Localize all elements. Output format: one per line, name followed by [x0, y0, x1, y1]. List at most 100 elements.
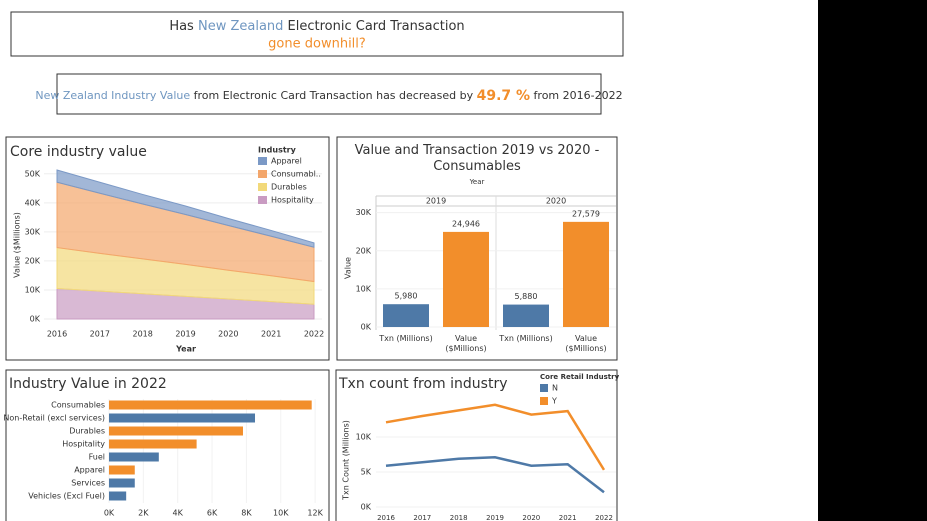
legend-label: Y [551, 397, 557, 406]
y-tick-label: Services [71, 479, 105, 488]
x-tick-label: 2018 [450, 514, 468, 521]
x-tick-label: 2016 [377, 514, 395, 521]
y-tick-label: 30K [356, 208, 372, 217]
y-tick-label: 10K [356, 284, 372, 293]
legend-label: Hospitality [271, 196, 314, 205]
x-axis-title: Year [175, 345, 196, 354]
legend-label: Apparel [271, 157, 302, 166]
bar [109, 465, 135, 475]
x-tick-label: 2K [138, 509, 149, 518]
x-tick-label: Value ($Millions) [565, 334, 607, 353]
legend-swatch [540, 384, 548, 392]
x-tick-label: Txn (Millions) [379, 334, 433, 343]
x-tick-label: 2019 [175, 330, 195, 339]
title-text: New Zealand [198, 19, 283, 34]
y-tick-label: 0K [30, 315, 41, 324]
x-tick-label: 2019 [486, 514, 504, 521]
legend-label: Durables [271, 183, 307, 192]
x-tick-label: 8K [241, 509, 252, 518]
x-tick-label: 2017 [413, 514, 431, 521]
facet-label: 2019 [426, 197, 446, 206]
value-label: 5,980 [395, 292, 418, 301]
y-tick-label: Hospitality [62, 440, 105, 449]
panel [335, 369, 618, 521]
x-tick-label: 4K [173, 509, 184, 518]
x-tick-label: 2017 [90, 330, 110, 339]
bar [109, 439, 197, 449]
facet-title: Year [469, 178, 485, 186]
y-axis-title: Value ($Millions) [13, 212, 22, 278]
x-tick-label-box: Value ($Millions) [565, 334, 607, 353]
x-tick-label: 2022 [304, 330, 324, 339]
x-tick-label: 10K [273, 509, 289, 518]
x-tick-label: 2020 [218, 330, 238, 339]
y-tick-label: 20K [25, 256, 41, 265]
summary-box [56, 73, 602, 115]
bar [503, 304, 549, 327]
title-line2: gone downhill? [268, 37, 366, 52]
legend-swatch [258, 196, 267, 204]
y-tick-label: 10K [25, 285, 41, 294]
legend-label: N [552, 384, 558, 393]
y-tick-label: 40K [25, 198, 41, 207]
y-tick-label: Fuel [89, 453, 105, 462]
chart-title: Core industry value [10, 144, 147, 160]
title: Has New Zealand Electronic Card Transact… [169, 19, 464, 34]
bar [443, 231, 489, 327]
y-axis-title: Txn Count (Millions) [342, 420, 351, 501]
line [385, 456, 605, 494]
bar [383, 304, 429, 327]
y-axis-title: Value [344, 257, 353, 279]
bar [563, 221, 609, 327]
title-text: Electronic Card Transaction [288, 19, 465, 34]
y-tick-label: 50K [25, 169, 41, 178]
y-tick-label: 0K [361, 323, 372, 332]
x-tick-label: 2021 [261, 330, 281, 339]
y-tick-label: 30K [25, 227, 41, 236]
summary-highlight: 49.7 % [477, 88, 530, 104]
x-tick-label: 12K [307, 509, 323, 518]
legend-swatch [540, 397, 548, 405]
y-tick-label: 20K [356, 246, 372, 255]
y-tick-label: Apparel [74, 466, 105, 475]
x-tick-label: Value ($Millions) [445, 334, 487, 353]
area [56, 169, 315, 248]
value-label: 24,946 [452, 219, 480, 228]
y-tick-label: 10K [356, 433, 372, 442]
x-tick-label: 2021 [559, 514, 577, 521]
x-tick-label-box: Value ($Millions) [445, 334, 487, 353]
legend-swatch [258, 170, 267, 178]
legend-label: Consumabl.. [271, 170, 321, 179]
title-text: Has [169, 19, 194, 34]
x-tick-label: 2022 [595, 514, 613, 521]
legend-swatch [258, 183, 267, 191]
x-tick-label: 2018 [132, 330, 152, 339]
bar [109, 426, 243, 436]
x-tick-label: 6K [207, 509, 218, 518]
bar [109, 400, 312, 410]
bar [109, 452, 159, 462]
x-tick-label: Txn (Millions) [499, 334, 553, 343]
bar [109, 491, 127, 501]
summary-text: from Electronic Card Transaction has dec… [194, 89, 474, 102]
chart-title-box: Value and Transaction 2019 vs 2020 - Con… [354, 143, 600, 175]
y-tick-label: 5K [361, 468, 372, 477]
side-panel [818, 0, 927, 521]
legend-title: Core Retail Industry [540, 373, 620, 381]
bar [109, 478, 135, 488]
y-tick-label: 0K [361, 503, 372, 512]
legend-title: Industry [258, 146, 297, 155]
y-tick-label: Non-Retail (excl services) [3, 414, 105, 423]
y-tick-label: Consumables [51, 401, 105, 410]
value-label: 27,579 [572, 209, 600, 218]
x-tick-label-box: Txn (Millions) [499, 334, 553, 343]
chart-title: Value and Transaction 2019 vs 2020 - Con… [354, 143, 600, 175]
bar [109, 413, 256, 423]
legend-swatch [258, 157, 267, 165]
title-box [10, 11, 624, 57]
summary-text: from 2016-2022 [534, 89, 623, 102]
y-tick-label: Vehicles (Excl Fuel) [28, 492, 105, 501]
summary: New Zealand Industry Value from Electron… [35, 88, 622, 104]
chart-title: Industry Value in 2022 [9, 376, 167, 392]
